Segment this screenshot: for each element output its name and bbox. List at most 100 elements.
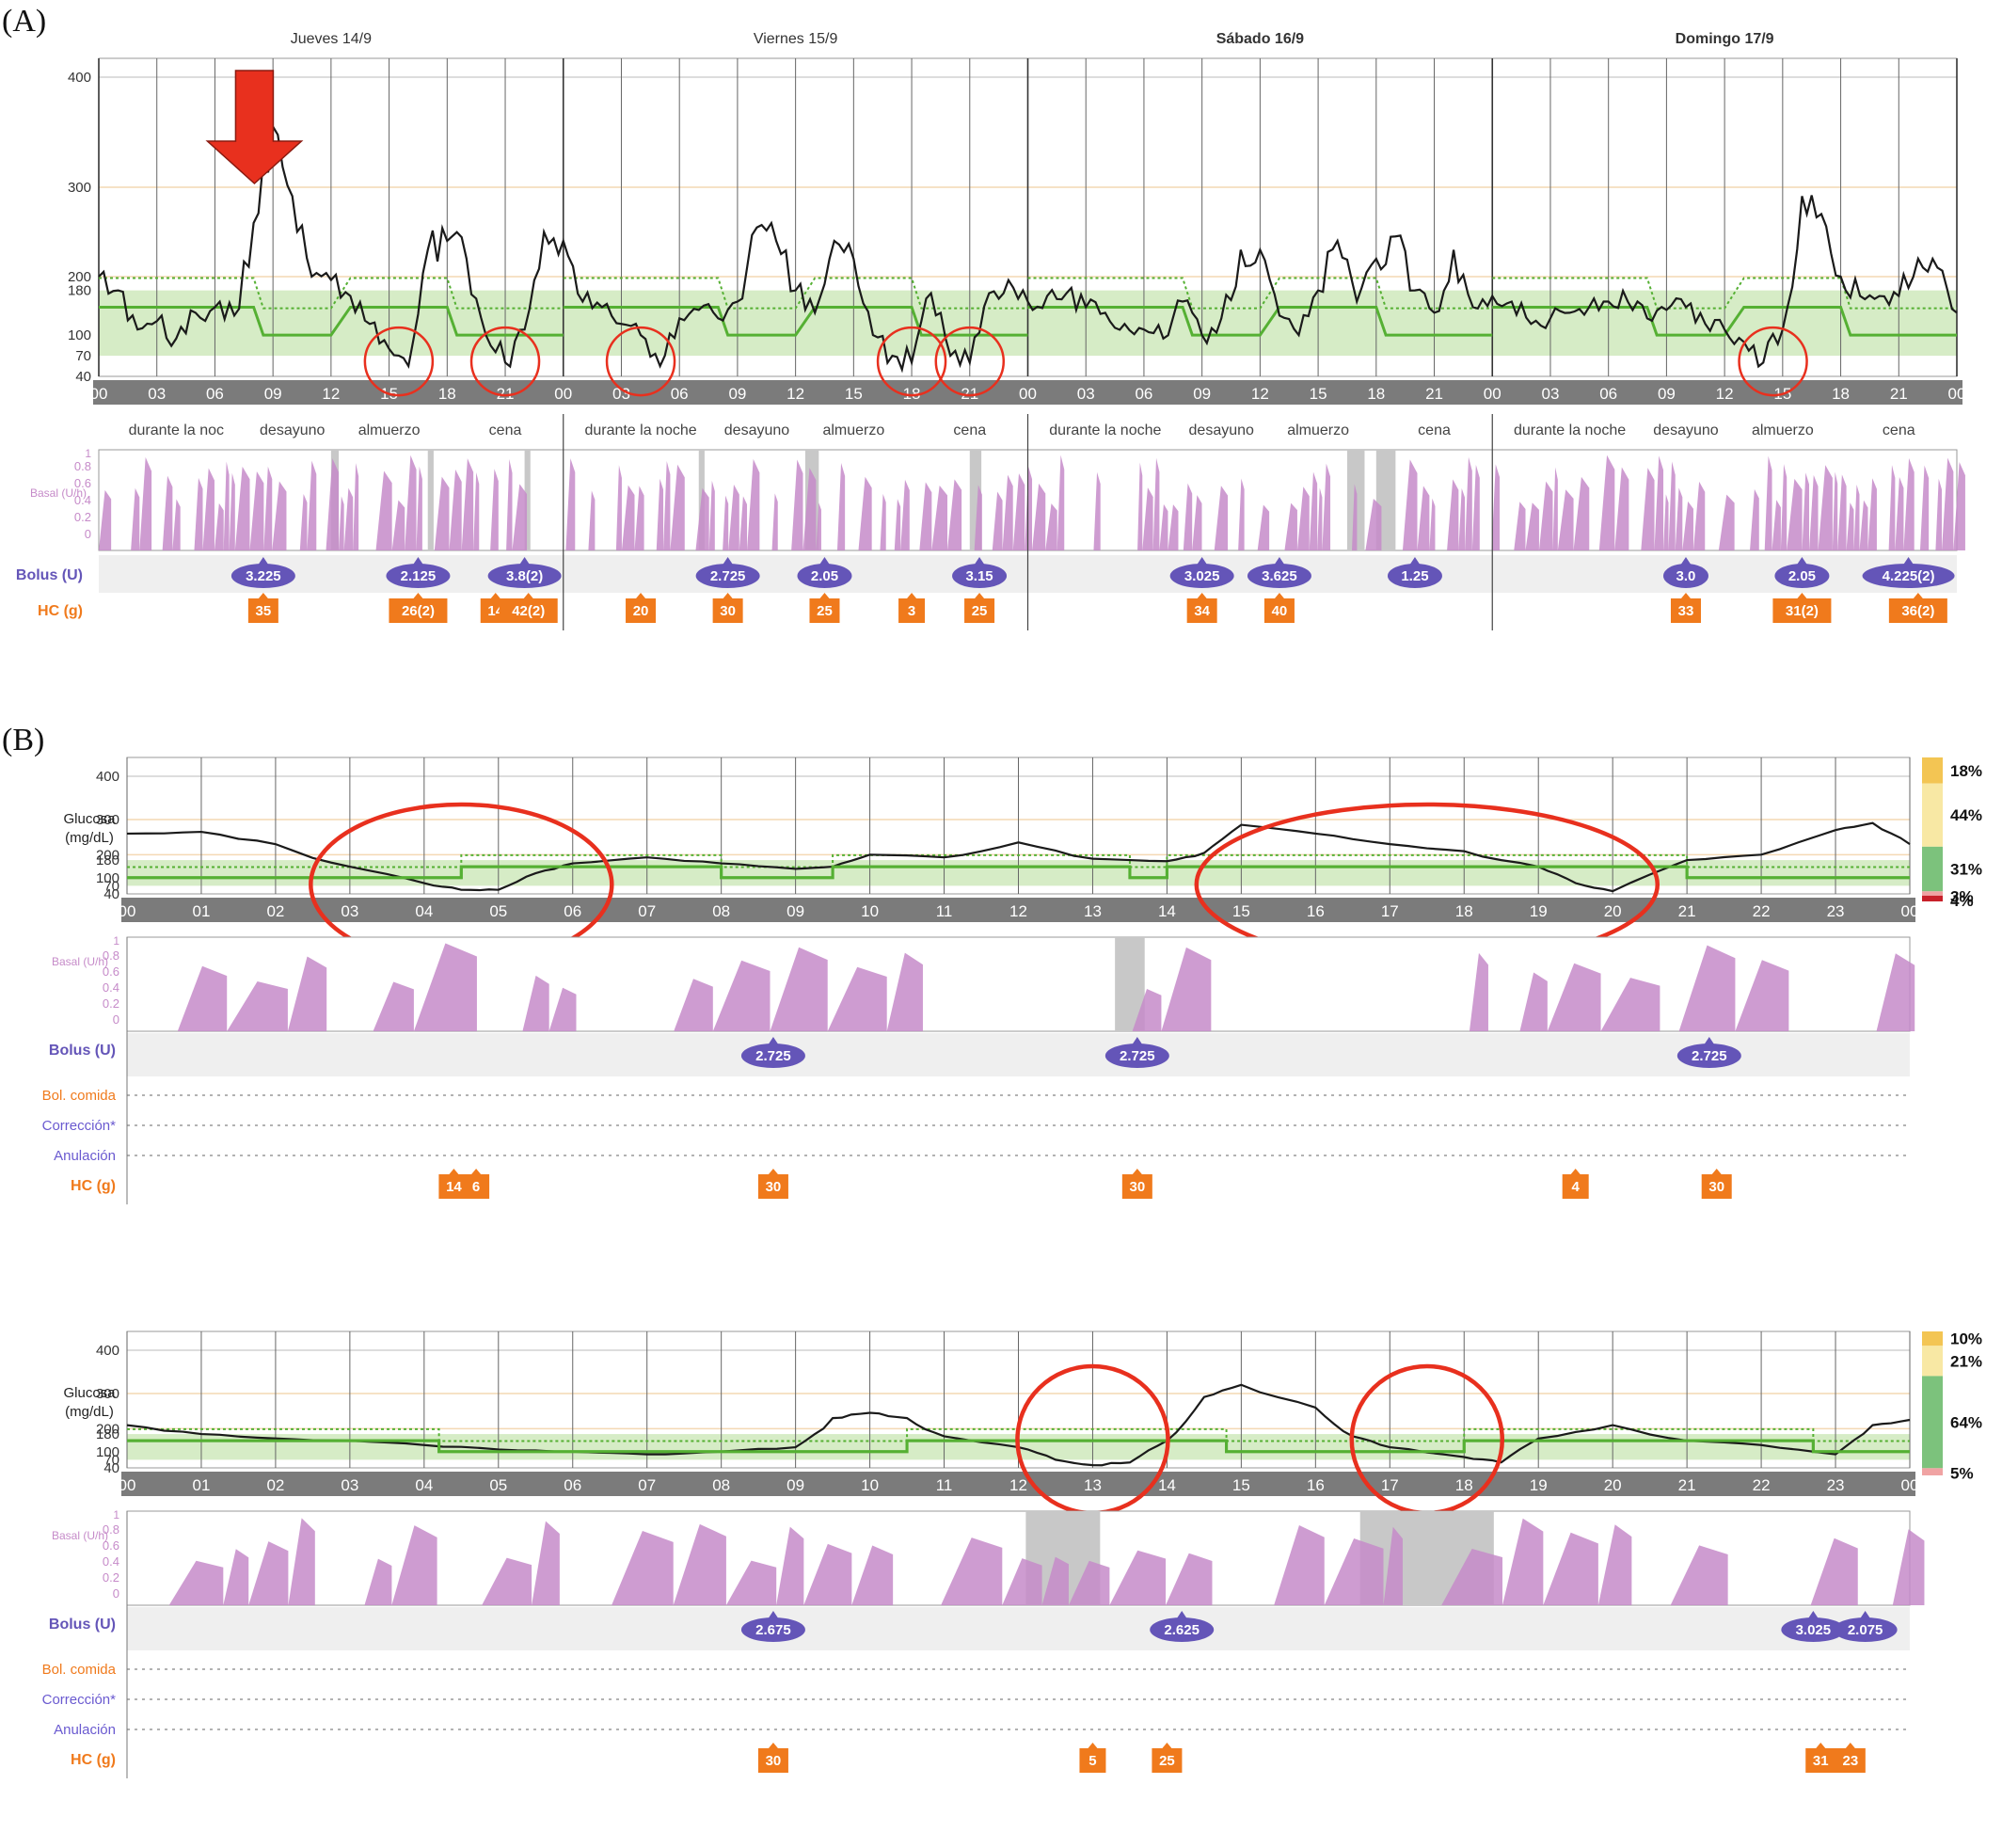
basal-rate-mark <box>1670 1545 1728 1605</box>
y-tick-label: 200 <box>96 847 119 863</box>
basal-rate-mark <box>1919 465 1930 550</box>
carb-marker-label: 25 <box>1159 1753 1175 1769</box>
x-tick-label: 18 <box>1367 385 1385 403</box>
carb-marker-pointer <box>449 1169 459 1174</box>
basal-rate-mark <box>473 472 480 550</box>
basal-rate-mark <box>1365 498 1382 550</box>
basal-rate-mark <box>263 466 273 550</box>
x-tick-label: 03 <box>148 385 166 403</box>
y-axis-label: (mg/dL) <box>65 830 114 846</box>
hypo-circle <box>934 326 1006 397</box>
bolus-marker-label: 2.725 <box>710 568 746 584</box>
y-tick-label: 400 <box>96 769 119 785</box>
basal-tick: 0.6 <box>103 964 119 979</box>
y-tick-label: 100 <box>96 870 119 886</box>
bolus-marker-label: 3.625 <box>1262 568 1297 584</box>
pct-label: 3% <box>1950 887 1974 905</box>
basal-rate-mark <box>1152 457 1160 550</box>
bol_comida-row-label: Bol. comida <box>42 1662 117 1678</box>
basal-tick: 1 <box>85 447 91 460</box>
carb-marker-box <box>1772 598 1832 623</box>
bolus-marker-bubble <box>1387 564 1442 588</box>
basal-rate-mark <box>461 458 474 550</box>
x-tick-label: 06 <box>206 385 224 403</box>
basal-rate-mark <box>728 485 739 550</box>
basal-rate-mark <box>1417 486 1430 550</box>
bolus-marker-pointer <box>518 557 531 566</box>
basal-rate-mark <box>339 496 344 550</box>
anulacion-row-label: Anulación <box>54 1148 116 1164</box>
bolus-marker-bubble <box>952 564 1008 588</box>
bolus-marker-label: 2.05 <box>811 568 838 584</box>
basal-rate-mark <box>802 468 817 550</box>
bolus-row-label: Bolus (U) <box>16 567 83 583</box>
basal-rate-mark <box>803 1543 852 1605</box>
basal-rate-mark <box>886 952 923 1031</box>
carb-marker-label: 31 <box>1813 1753 1829 1769</box>
basal-rate-mark <box>670 464 685 550</box>
x-tick-label: 06 <box>564 1476 581 1494</box>
basal-rate-mark <box>1238 478 1245 550</box>
carb-marker-label: 25 <box>972 603 988 619</box>
bolus-marker-bubble <box>797 564 852 588</box>
carb-marker-box <box>1835 1748 1866 1773</box>
anulacion-row-label: Anulación <box>54 1722 116 1738</box>
basal-rate-mark <box>992 491 1003 550</box>
x-tick-label: 00 <box>1901 1476 1919 1494</box>
carbs-row-label: HC (g) <box>71 1752 116 1768</box>
carb-marker-box <box>809 598 840 623</box>
basal-rate-mark <box>851 1545 894 1605</box>
pct-segment <box>1922 846 1943 892</box>
basal-rate-mark <box>674 979 713 1031</box>
basal-rate-mark <box>229 472 235 550</box>
basal-rate-mark <box>1525 502 1539 550</box>
pct-label: 64% <box>1950 1413 1982 1431</box>
bolus-marker-label: 4.225(2) <box>1883 568 1935 584</box>
bolus-marker-label: 3.025 <box>1796 1622 1832 1638</box>
x-tick-label: 03 <box>341 902 358 920</box>
basal-rate-mark <box>1641 468 1655 550</box>
period-label: desayuno <box>260 422 325 438</box>
carb-marker-label: 23 <box>1842 1753 1858 1769</box>
basal-rate-mark <box>1888 465 1896 550</box>
basal-rate-mark <box>532 1521 560 1605</box>
carb-marker-pointer <box>975 593 985 598</box>
x-tick-label: 10 <box>861 1476 879 1494</box>
carbs-row-label: HC (g) <box>71 1178 116 1194</box>
basal-rate-mark <box>1853 484 1860 550</box>
x-tick-label: 18 <box>1455 902 1473 920</box>
pct-segment <box>1922 891 1943 896</box>
basal-rate-mark <box>1935 478 1942 550</box>
carb-marker-label: 30 <box>766 1753 782 1769</box>
carb-marker-label: 30 <box>766 1179 782 1195</box>
bolus-marker-pointer <box>1703 1037 1715 1045</box>
glucose-line <box>98 123 1958 374</box>
basal-target-line <box>127 865 1910 880</box>
basal-rate-mark <box>1309 471 1318 550</box>
hypo-circle <box>469 326 541 397</box>
x-tick-label: 12 <box>1716 385 1734 403</box>
basal-rate-mark <box>1491 464 1501 550</box>
basal-rate-mark <box>565 458 576 550</box>
basal-rate-mark <box>248 1541 289 1605</box>
basal-target-line <box>1492 305 1957 337</box>
bolus-marker-pointer <box>1807 1611 1819 1619</box>
basal-axis-label: Basal (U/h) <box>30 486 87 500</box>
basal-rate-mark <box>343 487 354 550</box>
x-tick-label: 00 <box>554 385 572 403</box>
carb-marker-box <box>1263 598 1295 623</box>
bolus-marker-pointer <box>767 1037 779 1045</box>
basal-rate-mark <box>1324 1538 1384 1605</box>
basal-rate-mark <box>1682 501 1693 550</box>
period-label: almuerzo <box>1287 422 1349 438</box>
y-tick-label: 400 <box>68 70 91 86</box>
period-label: cena <box>1418 422 1451 438</box>
carb-marker-label: 20 <box>633 603 649 619</box>
day-header: Viernes 15/9 <box>754 31 838 47</box>
x-tick-label: 14 <box>1158 1476 1176 1494</box>
y-tick-label: 100 <box>96 1444 119 1460</box>
y-axis-label: Glucosa <box>63 1385 116 1401</box>
basal-rate-mark <box>1764 455 1772 550</box>
basal-rate-mark <box>364 1558 392 1605</box>
bolus-marker-bubble <box>1150 1617 1215 1642</box>
